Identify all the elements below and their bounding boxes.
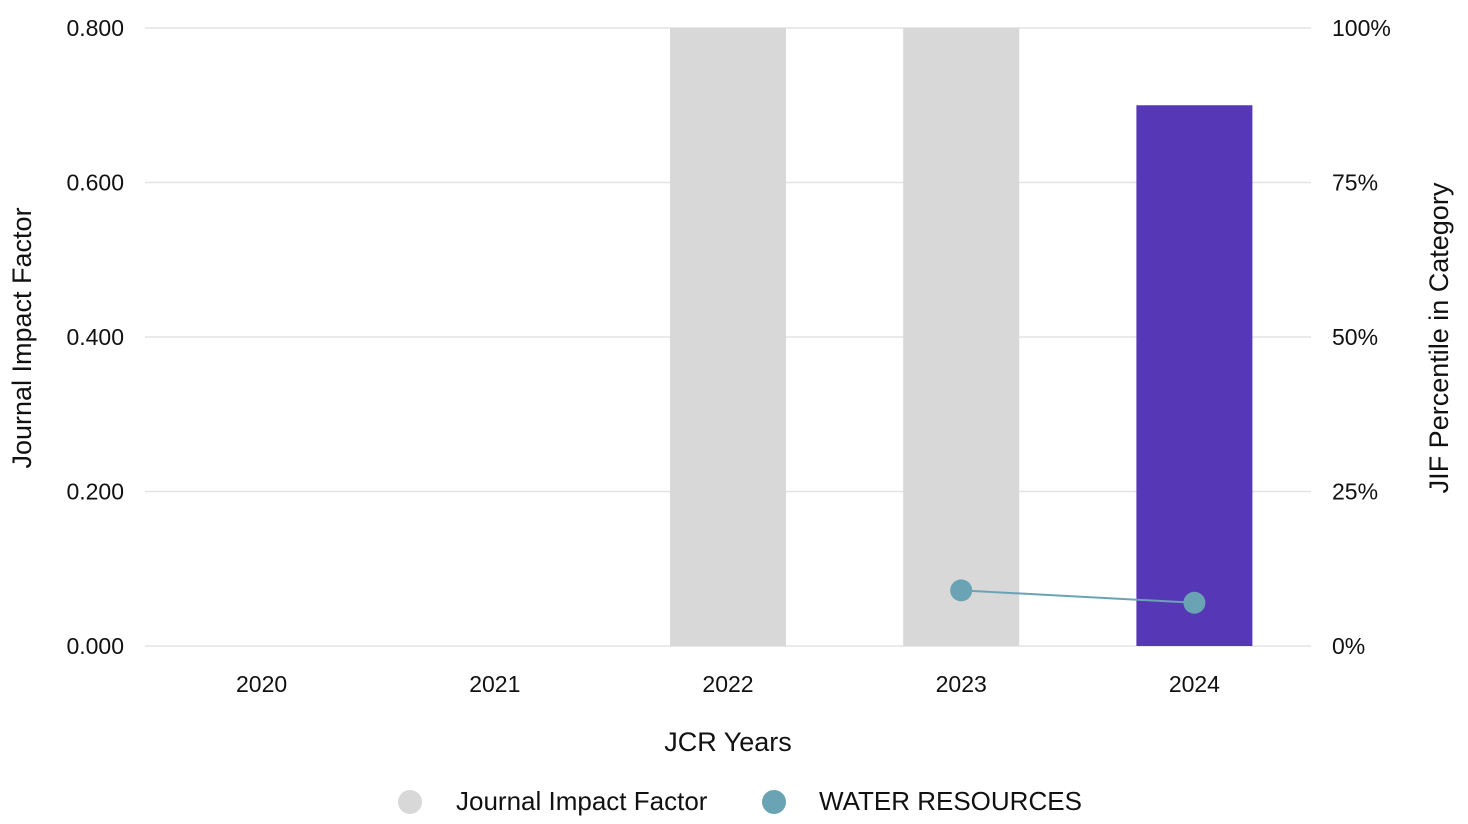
legend-marker-category <box>762 790 786 814</box>
x-tick-label: 2021 <box>469 671 520 697</box>
bar-2022 <box>670 28 786 646</box>
line-series <box>950 579 1206 614</box>
legend-marker-jif <box>398 790 422 814</box>
x-tick-label: 2023 <box>936 671 987 697</box>
line-point-2024 <box>1183 591 1206 614</box>
y-tick-label: 0.400 <box>66 324 124 350</box>
y2-tick-label: 0% <box>1332 633 1365 659</box>
x-axis-title: JCR Years <box>664 727 792 757</box>
y2-tick-label: 50% <box>1332 324 1378 350</box>
x-tick-label: 2024 <box>1169 671 1220 697</box>
y2-tick-label: 75% <box>1332 170 1378 196</box>
y-tick-label: 0.600 <box>66 170 124 196</box>
legend: Journal Impact Factor WATER RESOURCES <box>398 786 1082 816</box>
y-tick-label: 0.800 <box>66 15 124 41</box>
x-tick-label: 2022 <box>702 671 753 697</box>
y2-tick-label: 25% <box>1332 479 1378 505</box>
right-axis-ticks: 0% 25% 50% 75% 100% <box>1332 15 1391 659</box>
legend-label-jif[interactable]: Journal Impact Factor <box>456 786 708 816</box>
y2-tick-label: 100% <box>1332 15 1391 41</box>
bar-2024 <box>1136 105 1253 646</box>
y-axis-title: Journal Impact Factor <box>7 207 37 468</box>
left-axis-ticks: 0.000 0.200 0.400 0.600 0.800 <box>66 15 124 659</box>
line-path <box>961 589 1195 604</box>
y-tick-label: 0.200 <box>66 479 124 505</box>
y-tick-label: 0.000 <box>66 633 124 659</box>
y2-axis-title: JIF Percentile in Category <box>1424 182 1454 493</box>
legend-label-category[interactable]: WATER RESOURCES <box>819 786 1082 816</box>
x-axis-ticks: 2020 2021 2022 2023 2024 <box>236 671 1220 697</box>
line-point-2023 <box>950 579 973 602</box>
bar-series <box>670 28 1253 646</box>
bar-2023 <box>903 28 1020 646</box>
x-tick-label: 2020 <box>236 671 287 697</box>
